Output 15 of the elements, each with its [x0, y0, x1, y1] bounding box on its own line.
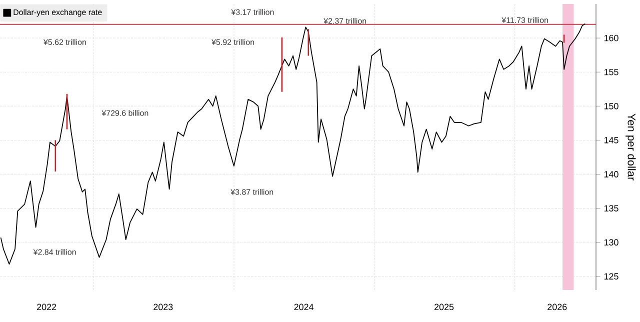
y-tick-label: 155 [604, 68, 618, 76]
y-tick-label: 135 [604, 205, 618, 212]
line-series [0, 23, 586, 265]
y-tick-label: 150 [604, 102, 618, 110]
y-tick-label: 130 [604, 239, 618, 246]
y-tick-label: 140 [604, 171, 618, 178]
x-tick-label: 2024 [294, 304, 314, 310]
y-tick-label: 125 [604, 273, 618, 280]
x-tick-label: 2022 [37, 304, 56, 310]
y-axis-title: Yen per dollar [626, 114, 636, 180]
x-tick-label: 2026 [548, 304, 567, 310]
y-tick-label: 160 [604, 34, 618, 42]
x-tick-label: 2023 [154, 304, 173, 310]
x-tick-label: 2025 [434, 304, 454, 310]
y-tick-label: 145 [604, 137, 618, 144]
